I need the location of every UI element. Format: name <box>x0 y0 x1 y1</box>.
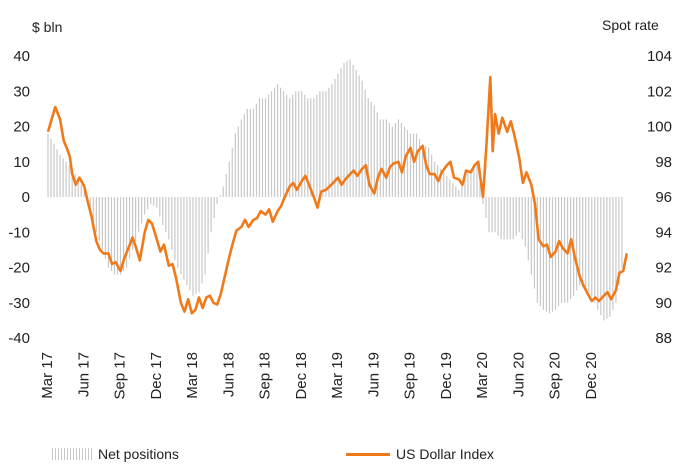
x-tick-label: Jun 19 <box>365 352 382 397</box>
x-tick-label: Sep 18 <box>257 352 274 400</box>
dollar-index-line-layer <box>46 75 629 315</box>
left-tick-label: -20 <box>8 260 30 277</box>
x-tick-label: Mar 19 <box>329 352 346 399</box>
bar-swatch-icon <box>52 448 92 460</box>
legend-label-us-dollar-index: US Dollar Index <box>396 446 495 462</box>
right-tick-label: 92 <box>655 260 672 277</box>
x-tick-label: Sep 20 <box>547 352 564 400</box>
net-position-bars <box>47 59 623 321</box>
x-tick-label: Dec 18 <box>293 352 310 400</box>
right-tick-label: 94 <box>655 224 672 241</box>
right-tick-label: 98 <box>655 154 672 171</box>
left-tick-label: 40 <box>13 48 30 65</box>
x-tick-label: Mar 17 <box>39 352 56 399</box>
x-tick-label: Jun 20 <box>510 352 527 397</box>
x-tick-label: Mar 18 <box>184 352 201 399</box>
us-dollar-index-line <box>46 75 629 315</box>
left-tick-label: -30 <box>8 295 30 312</box>
x-tick-label: Jun 18 <box>220 352 237 397</box>
right-axis-title: Spot rate <box>602 17 659 33</box>
left-tick-label: 0 <box>22 189 30 206</box>
legend-label-net-positions: Net positions <box>98 446 179 462</box>
left-tick-label: 30 <box>13 83 30 100</box>
left-axis-title: $ bln <box>32 19 62 35</box>
left-axis-ticks: 40 30 20 10 0 -10 -20 -30 -40 <box>8 48 30 347</box>
right-tick-label: 90 <box>655 295 672 312</box>
legend-item-net-positions: Net positions <box>52 446 179 462</box>
right-axis-ticks: 104 102 100 98 96 94 92 90 88 <box>647 48 672 347</box>
left-tick-label: 20 <box>13 119 30 136</box>
x-tick-label: Dec 20 <box>583 352 600 400</box>
right-tick-label: 96 <box>655 189 672 206</box>
x-axis-ticks: Mar 17 Jun 17 Sep 17 Dec 17 Mar 18 Jun 18 Sep … <box>39 352 600 400</box>
x-tick-label: Mar 20 <box>474 352 491 399</box>
x-tick-label: Dec 19 <box>438 352 455 400</box>
legend-item-us-dollar-index: US Dollar Index <box>346 446 494 462</box>
x-tick-label: Jun 17 <box>75 352 92 397</box>
right-tick-label: 100 <box>647 119 672 136</box>
right-tick-label: 104 <box>647 48 672 65</box>
x-tick-label: Sep 19 <box>402 352 419 400</box>
right-tick-label: 102 <box>647 83 672 100</box>
line-swatch-icon <box>346 452 390 456</box>
x-tick-label: Dec 17 <box>148 352 165 400</box>
legend: Net positions US Dollar Index <box>0 446 680 470</box>
left-tick-label: 10 <box>13 154 30 171</box>
left-tick-label: -10 <box>8 224 30 241</box>
left-tick-label: -40 <box>8 330 30 347</box>
x-tick-label: Sep 17 <box>112 352 129 400</box>
right-tick-label: 88 <box>655 330 672 347</box>
